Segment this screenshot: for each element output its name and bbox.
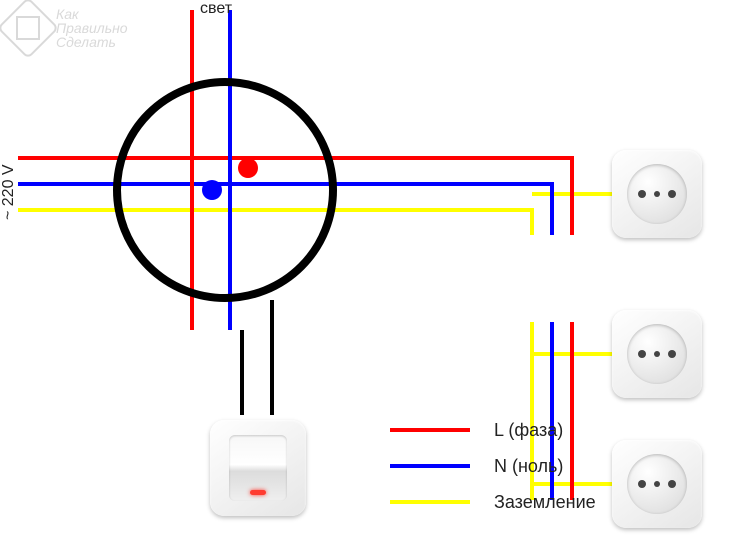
legend-swatch-ground [390, 500, 470, 504]
socket-face [627, 454, 687, 514]
legend-row-neutral: N (ноль) [390, 448, 596, 484]
label-voltage: ~ 220 V [0, 164, 18, 220]
power-socket [612, 440, 702, 528]
socket-face [627, 324, 687, 384]
legend-label-ground: Заземление [494, 492, 596, 513]
legend-row-ground: Заземление [390, 484, 596, 520]
legend-label-neutral: N (ноль) [494, 456, 563, 477]
legend-swatch-neutral [390, 464, 470, 468]
light-switch [210, 420, 306, 516]
switch-led-icon [250, 490, 266, 495]
power-socket [612, 150, 702, 238]
socket-face [627, 164, 687, 224]
legend-row-phase: L (фаза) [390, 412, 596, 448]
legend-swatch-phase [390, 428, 470, 432]
legend-label-phase: L (фаза) [494, 420, 563, 441]
power-socket [612, 310, 702, 398]
label-light: свет [200, 0, 232, 18]
switch-key [229, 435, 287, 501]
legend: L (фаза) N (ноль) Заземление [390, 412, 596, 520]
